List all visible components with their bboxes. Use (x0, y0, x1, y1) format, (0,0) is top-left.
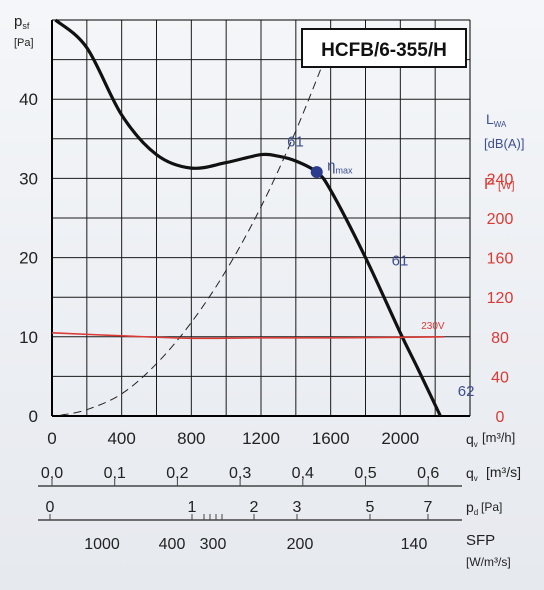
annotation-eta-max: ηmax (327, 157, 353, 175)
pd-label: 5 (366, 499, 375, 516)
flow-m3s-label: 0,0 (41, 465, 63, 482)
pd-label: 7 (424, 499, 433, 516)
flow-m3s-label: 0,1 (104, 465, 126, 482)
flow-m3s-label: 0,2 (166, 465, 188, 482)
curves (51, 18, 444, 417)
flow-m3s-label: 0,6 (417, 465, 439, 482)
sfp-label: 400 (159, 536, 186, 553)
y-tick-label: 0 (29, 407, 38, 426)
power-tick-label: 200 (487, 211, 514, 228)
annotation-label: 230V (421, 321, 445, 332)
flow-axis-symbol: qv (466, 431, 478, 449)
flow-m3s-label: 0,5 (354, 465, 376, 482)
x-tick-label: 1600 (312, 429, 350, 448)
sfp-label: 1000 (84, 536, 120, 553)
model-box (301, 28, 467, 68)
flow-m3s-unit: [m³/s] (486, 464, 521, 480)
annotation-label: 61 (287, 134, 304, 151)
flow-m3s-symbol: qv (466, 465, 478, 483)
system-curve (60, 43, 332, 416)
y-tick-label: 10 (19, 328, 38, 347)
y-tick-label: 20 (19, 249, 38, 268)
lwa-axis-symbol: LWA (486, 111, 507, 129)
flow-m3s-label: 0,3 (229, 465, 251, 482)
power-axis-symbol: P (484, 176, 495, 193)
y-axis-symbol: psf (14, 13, 30, 31)
sfp-label: 300 (200, 536, 227, 553)
pd-label: 0 (46, 499, 55, 516)
flow-axis-unit: [m³/h] (482, 430, 515, 445)
y-tick-label: 40 (19, 90, 38, 109)
power-tick-label: 160 (487, 251, 514, 268)
model-label: HCFB/6-355/H (321, 40, 447, 61)
power-axis-unit: [W] (498, 180, 515, 192)
power-tick-label: 120 (487, 290, 514, 307)
x-tick-label: 800 (177, 429, 205, 448)
pd-label: 1 (188, 499, 197, 516)
power-tick-label: 0 (496, 409, 505, 426)
y-tick-label: 30 (19, 169, 38, 188)
pd-label: 3 (293, 499, 302, 516)
power-tick-label: 240 (487, 171, 514, 188)
eta-max-point (310, 166, 323, 179)
lwa-axis-unit: [dB(A)] (484, 136, 524, 151)
sfp-unit: [W/m³/s] (466, 555, 511, 569)
annotation-label: 61 (392, 253, 409, 270)
power-tick-label: 40 (491, 369, 509, 386)
x-tick-label: 2000 (381, 429, 419, 448)
annotation-label: 62 (458, 383, 475, 400)
pd-unit: [Pa] (481, 500, 502, 514)
sfp-symbol: SFP (466, 532, 495, 549)
power-curve (51, 332, 444, 340)
pd-label: 2 (250, 499, 259, 516)
sfp-label: 140 (401, 536, 428, 553)
x-tick-label: 1200 (242, 429, 280, 448)
pd-symbol: pd (466, 499, 478, 517)
pressure-curve (54, 18, 442, 417)
y-axis-unit: [Pa] (14, 37, 34, 49)
flow-m3s-label: 0,4 (292, 465, 314, 482)
power-tick-label: 80 (491, 330, 509, 347)
sfp-label: 200 (287, 536, 314, 553)
x-tick-label: 0 (47, 429, 56, 448)
x-tick-label: 400 (107, 429, 135, 448)
